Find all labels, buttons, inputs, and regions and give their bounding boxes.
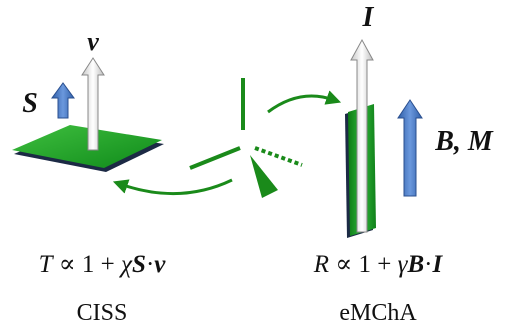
equation-part: ∝ 1 + (53, 251, 122, 278)
diagram: v S I B, M T ∝ 1 + χS·v R ∝ 1 + γB·I CIS… (0, 0, 516, 327)
field-label: B, M (434, 126, 494, 157)
spin-label: S (22, 88, 38, 119)
caption: CISS (77, 300, 128, 326)
equation-part: v (154, 251, 166, 278)
chiral-center (190, 78, 302, 198)
equation-part: χ (119, 251, 133, 278)
caption: eMChA (339, 300, 417, 326)
velocity-label: v (87, 27, 99, 56)
equation-part: R (313, 251, 329, 278)
equation-part: · (424, 251, 432, 278)
curved-arrow (268, 96, 334, 112)
equation-part: S (132, 251, 146, 278)
equation: R ∝ 1 + γB·I (313, 251, 444, 278)
field-arrow (398, 100, 422, 196)
equation-part: · (146, 251, 154, 278)
curved-arrow (120, 180, 232, 194)
equation: T ∝ 1 + χS·v (39, 251, 167, 278)
equation-part: ∝ 1 + (329, 251, 398, 278)
equation-part: I (431, 251, 443, 278)
current-label: I (362, 2, 375, 33)
equation-part: B (406, 251, 424, 278)
spin-arrow (52, 83, 74, 118)
